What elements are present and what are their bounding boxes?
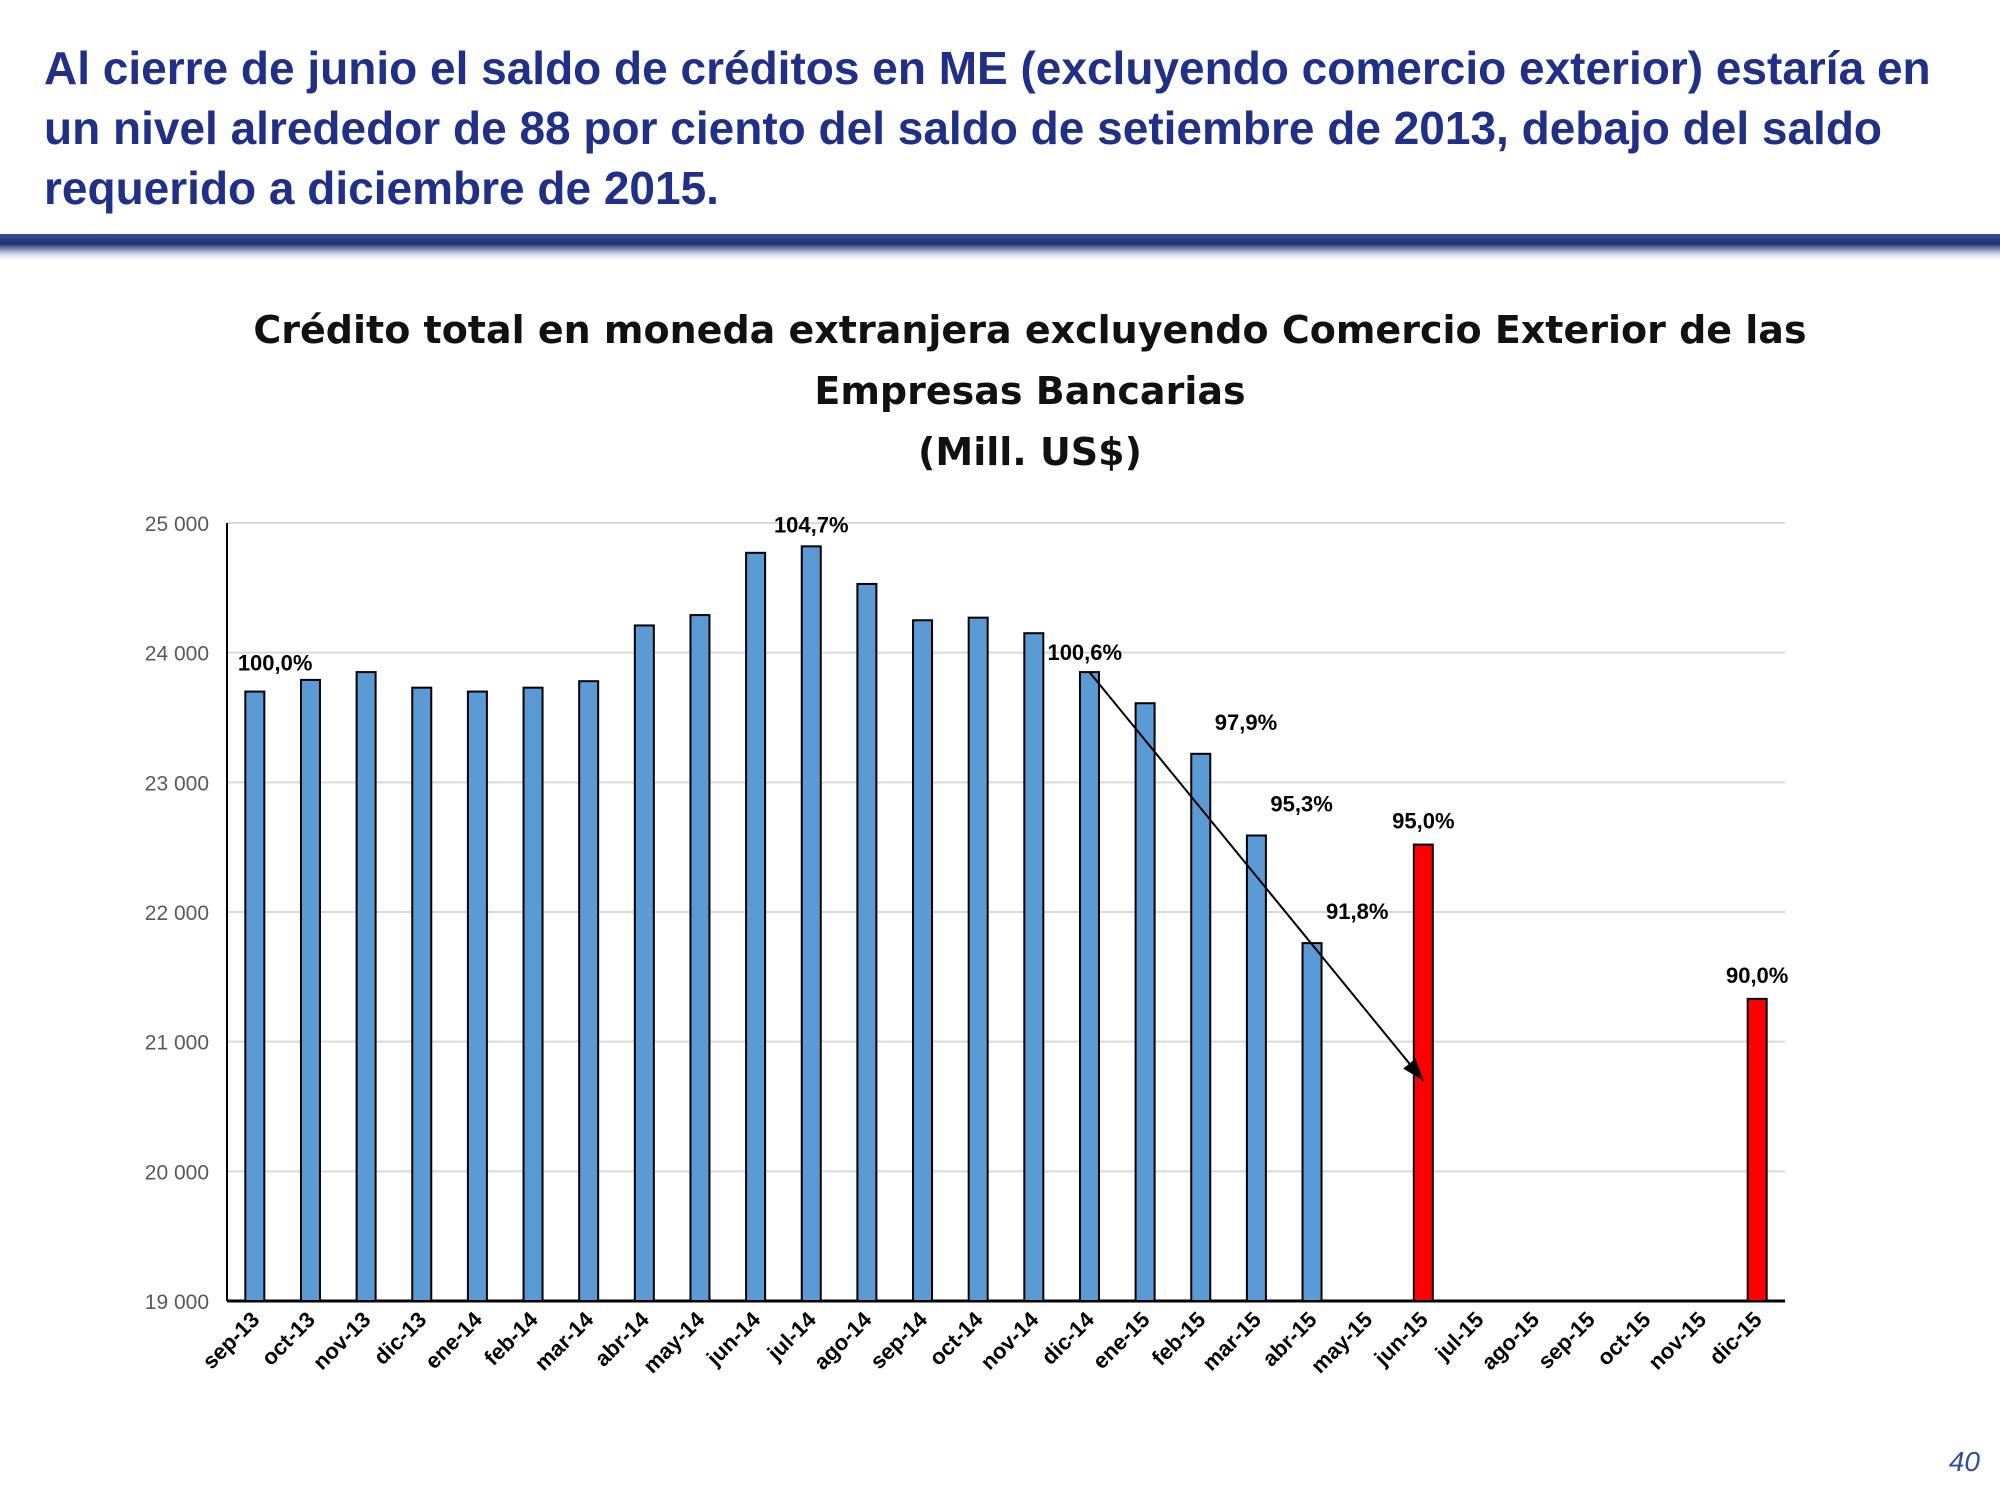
x-tick-label: dic-13 (369, 1307, 432, 1370)
bar-credit (967, 616, 989, 1302)
trend-arrow-head (1403, 1058, 1424, 1081)
x-tick-label: sep-14 (865, 1306, 933, 1374)
slide-title: Al cierre de junio el saldo de créditos … (44, 42, 1931, 214)
trend-arrow-line (1088, 671, 1425, 1082)
y-tick-label: 23 000 (145, 772, 209, 795)
bar-credit (578, 680, 600, 1302)
y-tick-label: 20 000 (145, 1161, 209, 1184)
x-tick-label: dic-15 (1704, 1307, 1767, 1370)
bar-credit (800, 545, 822, 1302)
data-label: 100,6% (1047, 640, 1122, 665)
chart-title-line-2: Empresas Bancarias (814, 369, 1246, 413)
bar-credit (1301, 942, 1323, 1302)
bar-credit (299, 678, 321, 1302)
bar-credit (1023, 632, 1045, 1302)
data-label: 97,9% (1215, 710, 1277, 735)
bar-projection (1746, 997, 1768, 1302)
bar-credit (745, 551, 767, 1302)
x-tick-label: nov-15 (1643, 1307, 1711, 1375)
bar-credit (912, 619, 934, 1302)
x-tick-label: jun-15 (1369, 1307, 1433, 1371)
bar-credit (466, 690, 488, 1302)
bar-credit (244, 690, 266, 1302)
bar-credit (856, 582, 878, 1302)
data-label: 95,0% (1392, 809, 1454, 834)
x-tick-label: ago-14 (809, 1306, 877, 1374)
x-tick-label: mar-15 (1197, 1307, 1266, 1376)
bar-credit (1245, 834, 1267, 1302)
bar-credit (1134, 702, 1156, 1302)
data-label: 91,8% (1326, 899, 1388, 924)
bar-credit (1190, 752, 1212, 1302)
x-tick-label: may-14 (638, 1306, 710, 1378)
x-tick-label: may-15 (1306, 1307, 1377, 1378)
x-tick-label: ago-15 (1476, 1307, 1544, 1375)
x-tick-label: sep-15 (1533, 1307, 1600, 1374)
x-tick-label: ene-14 (420, 1306, 488, 1374)
bar-credit (355, 671, 377, 1302)
x-tick-label: nov-13 (308, 1307, 376, 1375)
bar-credit (411, 686, 433, 1302)
bar-credit (1078, 671, 1100, 1302)
chart-title: Crédito total en moneda extranjera exclu… (170, 300, 1890, 483)
data-label: 90,0% (1726, 963, 1788, 988)
chart-title-line-1: Crédito total en moneda extranjera exclu… (253, 308, 1807, 352)
bar-credit (633, 624, 655, 1302)
data-label: 95,3% (1270, 791, 1332, 816)
chart-title-line-3: (Mill. US$) (918, 430, 1142, 474)
x-tick-label: ene-15 (1088, 1307, 1155, 1374)
y-tick-label: 24 000 (145, 643, 209, 666)
y-tick-label: 25 000 (145, 513, 209, 536)
x-tick-label: sep-13 (197, 1307, 264, 1374)
data-label: 100,0% (238, 651, 313, 676)
data-label: 104,7% (774, 512, 849, 537)
y-tick-label: 21 000 (145, 1032, 209, 1055)
x-tick-label: jun-14 (701, 1306, 766, 1371)
x-tick-label: dic-14 (1036, 1306, 1099, 1369)
x-tick-label: mar-14 (530, 1306, 599, 1375)
bar-credit (522, 686, 544, 1302)
y-tick-label: 22 000 (145, 902, 209, 925)
title-divider (0, 234, 2000, 262)
page-number: 40 (1948, 1446, 1980, 1477)
bar-credit (689, 614, 711, 1302)
x-tick-label: nov-14 (976, 1306, 1044, 1374)
y-tick-label: 19 000 (145, 1291, 209, 1314)
